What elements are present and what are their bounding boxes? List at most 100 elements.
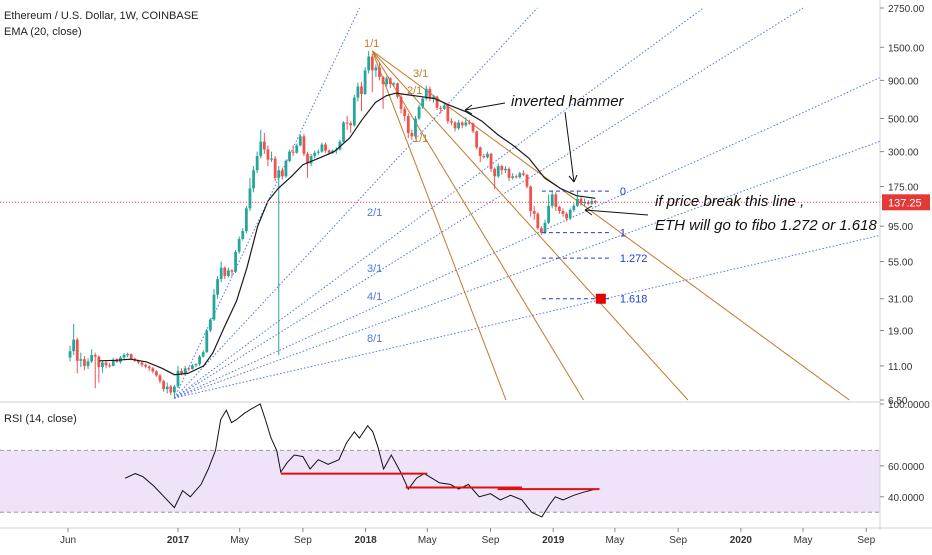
candle-body — [79, 359, 83, 361]
candle-body — [129, 354, 133, 359]
candle — [392, 81, 396, 87]
candle-body — [471, 123, 475, 132]
candle — [169, 384, 173, 396]
arrow-to-hammer — [464, 102, 506, 111]
candle — [155, 370, 158, 377]
candle — [201, 350, 205, 358]
price-tick-label: 2750.00 — [888, 4, 925, 15]
candle-body — [158, 375, 162, 382]
candle-body — [392, 83, 396, 85]
candle — [500, 164, 504, 175]
candle — [302, 133, 306, 157]
blue-fan-line — [174, 140, 880, 399]
candle-body — [266, 149, 270, 160]
blue-fan-line — [174, 7, 704, 399]
time-tick-label: Sep — [482, 535, 500, 546]
candle-body — [378, 67, 381, 77]
candle — [208, 318, 212, 333]
candle-body — [165, 386, 169, 390]
candle-body — [356, 86, 360, 98]
candle-body — [68, 351, 72, 358]
candle-body — [306, 153, 309, 164]
candle-body — [252, 170, 255, 189]
candle — [367, 50, 371, 74]
time-tick-label: Sep — [669, 535, 687, 546]
candle — [241, 228, 245, 241]
candle-body — [280, 170, 284, 177]
gann-fan-label: 1/1 — [364, 38, 379, 50]
gann-fan-line — [371, 50, 689, 401]
candle — [403, 106, 407, 122]
candle — [277, 166, 281, 356]
candle-body — [532, 211, 536, 214]
candle-body — [111, 359, 115, 366]
candle-body — [536, 213, 540, 229]
candle — [349, 121, 353, 133]
candle-body — [518, 173, 522, 178]
candle-body — [97, 356, 101, 368]
candle — [540, 226, 543, 235]
candle — [252, 166, 255, 193]
candle-body — [284, 160, 288, 177]
candle — [173, 384, 176, 400]
gann-fan-label: 1/1 — [413, 133, 428, 145]
symbol-legend: Ethereum / U.S. Dollar, 1W, COINBASE — [4, 10, 199, 22]
candle — [471, 122, 475, 133]
candle-body — [273, 158, 277, 178]
candle — [360, 81, 363, 112]
candle — [111, 357, 115, 367]
candle-body — [237, 238, 241, 252]
annotation-inverted-hammer: inverted hammer — [511, 93, 625, 110]
candle-body — [140, 362, 144, 365]
candle-body — [428, 88, 432, 99]
candle — [342, 121, 345, 143]
candle-body — [162, 381, 166, 390]
candle — [313, 150, 317, 159]
candle-body — [176, 370, 180, 387]
candle-body — [316, 151, 320, 153]
candle-body — [468, 122, 471, 124]
candle-body — [493, 168, 497, 177]
candle-body — [410, 132, 414, 137]
price-tick-label: 55.00 — [888, 258, 913, 269]
candle-body — [126, 354, 130, 356]
candle — [496, 163, 500, 178]
candle-body — [561, 211, 565, 214]
candle-body — [575, 198, 579, 206]
candle-body — [421, 98, 425, 107]
time-tick-label: Jun — [60, 535, 76, 546]
candle — [457, 119, 461, 130]
candle-body — [496, 166, 500, 177]
candle — [244, 205, 248, 234]
candle — [453, 121, 457, 132]
candle-body — [586, 201, 590, 204]
candle-body — [151, 368, 155, 372]
candle-body — [234, 251, 237, 272]
candle-body — [432, 96, 435, 99]
candle-body — [543, 222, 547, 233]
candle — [514, 174, 518, 179]
candle — [86, 358, 90, 369]
blue-fan-label: 2/1 — [367, 207, 382, 219]
candle — [439, 105, 443, 114]
candle — [144, 363, 148, 369]
ema-line — [99, 92, 596, 376]
time-tick-label: Sep — [294, 535, 312, 546]
candle — [442, 103, 446, 111]
candle — [399, 94, 403, 114]
candle-body — [327, 150, 331, 153]
candle — [522, 170, 525, 177]
candle — [90, 349, 94, 364]
candle-body — [295, 145, 299, 153]
candle — [493, 167, 497, 190]
candle-body — [439, 107, 443, 109]
candle — [388, 76, 392, 89]
candle-body — [259, 141, 263, 157]
blue-fan-label: 3/1 — [367, 263, 382, 275]
candle-body — [302, 136, 306, 154]
candle-body — [101, 362, 104, 368]
price-tick-label: 6.50 — [888, 396, 908, 407]
candle — [320, 142, 324, 153]
candle — [536, 212, 540, 230]
